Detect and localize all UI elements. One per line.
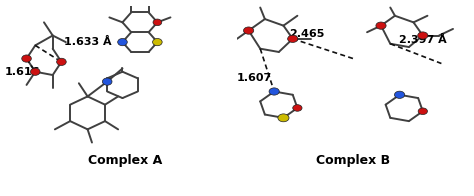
- Circle shape: [269, 88, 279, 95]
- Circle shape: [102, 78, 112, 85]
- Circle shape: [288, 35, 298, 42]
- Text: Complex B: Complex B: [316, 154, 390, 167]
- Text: 2.397 Å: 2.397 Å: [399, 35, 447, 45]
- Text: 1.633 Å: 1.633 Å: [64, 37, 111, 47]
- Circle shape: [278, 114, 289, 122]
- Circle shape: [376, 22, 386, 29]
- Circle shape: [418, 108, 428, 114]
- Circle shape: [56, 58, 66, 65]
- Circle shape: [118, 38, 128, 46]
- Circle shape: [418, 32, 428, 39]
- Circle shape: [153, 38, 162, 46]
- Text: 2.465: 2.465: [289, 29, 324, 39]
- Text: 1.616: 1.616: [5, 67, 40, 77]
- Circle shape: [30, 68, 40, 75]
- Circle shape: [293, 105, 302, 111]
- Circle shape: [153, 19, 162, 26]
- Circle shape: [22, 55, 31, 62]
- Circle shape: [394, 91, 405, 98]
- Circle shape: [244, 27, 254, 34]
- Text: Complex A: Complex A: [88, 154, 162, 167]
- Text: 1.607: 1.607: [237, 73, 272, 83]
